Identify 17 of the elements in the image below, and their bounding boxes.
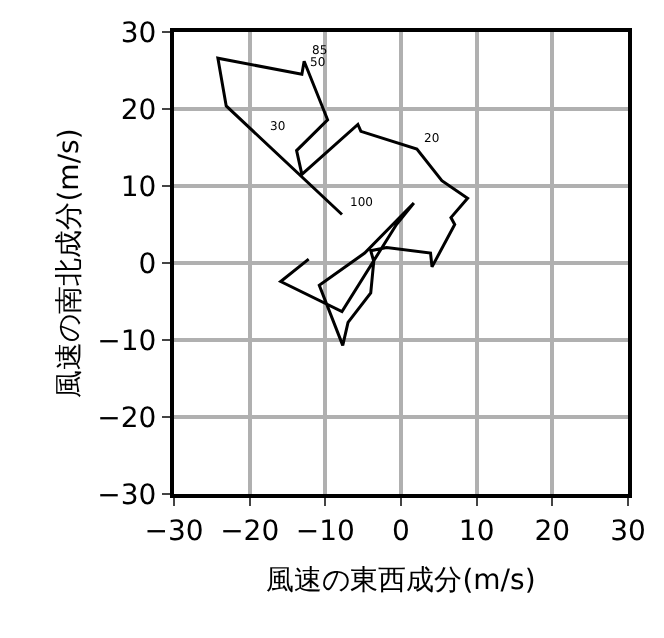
x-tick-label: −30 — [144, 515, 204, 548]
y-tick-label: 20 — [120, 94, 157, 127]
y-tick-label: 10 — [120, 171, 157, 204]
line-series — [216, 56, 470, 347]
x-tick-label: 0 — [392, 515, 410, 548]
y-axis-title: 風速の南北成分(m/s) — [53, 128, 86, 398]
x-tick-label: 20 — [534, 515, 571, 548]
x-axis-title: 風速の東西成分(m/s) — [266, 565, 536, 598]
y-tick-label: 30 — [120, 17, 157, 50]
x-tick-label: −20 — [220, 515, 280, 548]
y-tick-label: 0 — [138, 248, 157, 281]
y-tick-label: −30 — [97, 479, 157, 512]
x-tick-label: 10 — [458, 515, 495, 548]
x-tick-label: 30 — [610, 515, 646, 548]
y-tick-label: −10 — [97, 325, 157, 358]
y-tick-label: −20 — [97, 402, 157, 435]
x-tick-label: −10 — [295, 515, 355, 548]
